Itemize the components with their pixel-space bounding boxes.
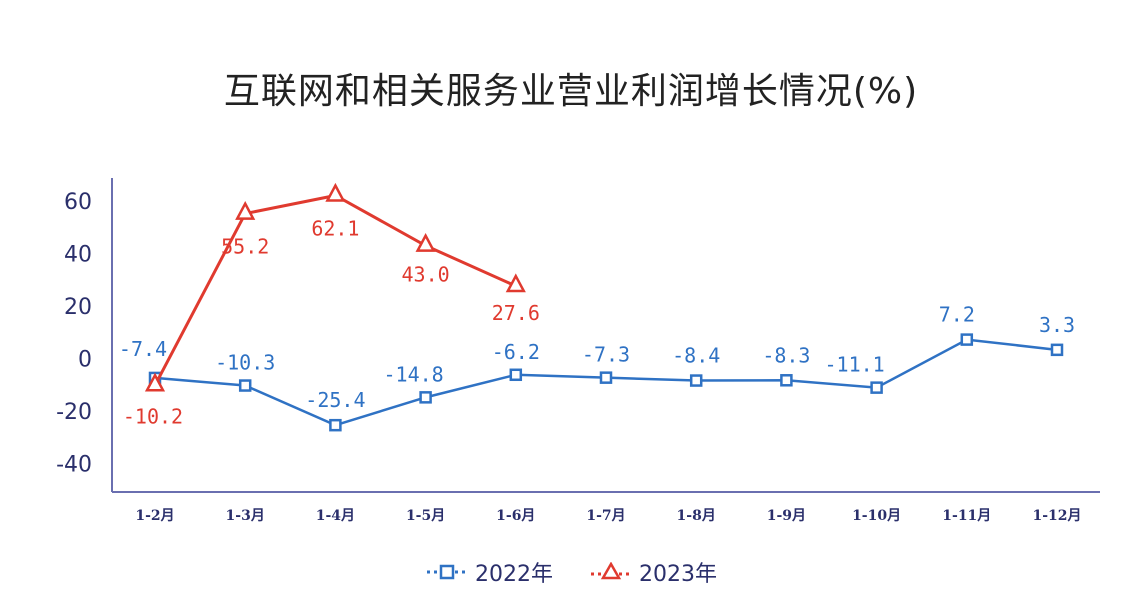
data-label: 7.2 [939,303,975,327]
legend-item-2023: 2023年 [589,556,717,588]
x-tick-label: 1-11月 [942,508,991,524]
data-label: -11.1 [824,353,884,377]
data-point-marker [329,418,342,432]
legend-triangle-marker-icon [591,562,631,580]
data-label: -8.4 [672,344,720,368]
data-point-marker [415,232,436,252]
legend-label-2023: 2023年 [639,562,717,587]
data-point-marker [599,371,613,384]
x-tick-label: 1-6月 [496,508,535,524]
legend-label-2022: 2022年 [475,562,553,587]
legend-square-marker-icon [427,564,467,580]
data-label: -10.2 [123,404,183,428]
data-label: 3.3 [1039,313,1075,337]
series-layer: -7.4 -10.3 -25.4 -14.8 -6.2 -7.3 -8.4 -8.3 -11.1… [119,182,1075,432]
data-point-marker [780,374,793,387]
data-point-marker [238,379,252,392]
data-point-marker [1050,343,1064,357]
y-tick-label: 40 [64,243,92,268]
data-label: -25.4 [305,388,365,412]
y-tick-label: -20 [56,400,92,425]
series-2022年: -7.4 -10.3 -25.4 -14.8 -6.2 -7.3 -8.4 -8.3 -11.1… [119,303,1075,432]
x-tick-label: 1-8月 [677,508,716,524]
y-tick-label: 20 [64,295,92,320]
x-tick-label: 1-5月 [406,508,445,524]
y-tick-label: 0 [78,348,92,373]
x-tick-label: 1-3月 [226,508,265,524]
chart-title: 互联网和相关服务业营业利润增长情况(%) [223,71,919,112]
data-point-marker [870,381,883,394]
data-label: 27.6 [492,301,540,325]
data-point-marker [235,200,256,220]
data-label: 55.2 [221,235,269,259]
x-tick-label: 1-4月 [316,508,355,524]
data-point-marker [509,368,523,382]
x-tick-labels: 1-2月 1-3月 1-4月 1-5月 1-6月 1-7月 1-8月 1-9月 1-10月 1-1… [135,508,1081,524]
x-tick-label: 1-2月 [135,508,174,524]
data-label: -7.4 [119,337,167,361]
legend: 2022年 2023年 [0,556,1142,588]
data-point-marker [419,391,432,404]
data-label: -10.3 [215,351,275,375]
data-point-marker [960,333,974,346]
y-tick-label: 60 [64,190,92,215]
y-tick-labels: 60 40 20 0 -20 -40 [56,190,92,478]
x-tick-label: 1-12月 [1032,508,1081,524]
data-label: -8.3 [762,343,810,367]
series-2023年: -10.2 55.2 62.1 43.0 27.6 [123,182,540,428]
legend-item-2022: 2022年 [425,556,553,588]
data-label: 62.1 [311,216,359,240]
x-tick-label: 1-7月 [586,508,625,524]
x-tick-label: 1-9月 [767,508,806,524]
data-label: -7.3 [582,343,630,367]
data-label: -14.8 [383,362,443,386]
data-point-marker [505,273,526,293]
data-point-marker [325,182,346,202]
y-tick-label: -40 [56,453,92,478]
x-tick-label: 1-10月 [852,508,901,524]
data-label: 43.0 [402,263,450,287]
data-point-marker [689,374,703,387]
data-label: -6.2 [492,340,540,364]
data-point-marker [144,372,166,392]
